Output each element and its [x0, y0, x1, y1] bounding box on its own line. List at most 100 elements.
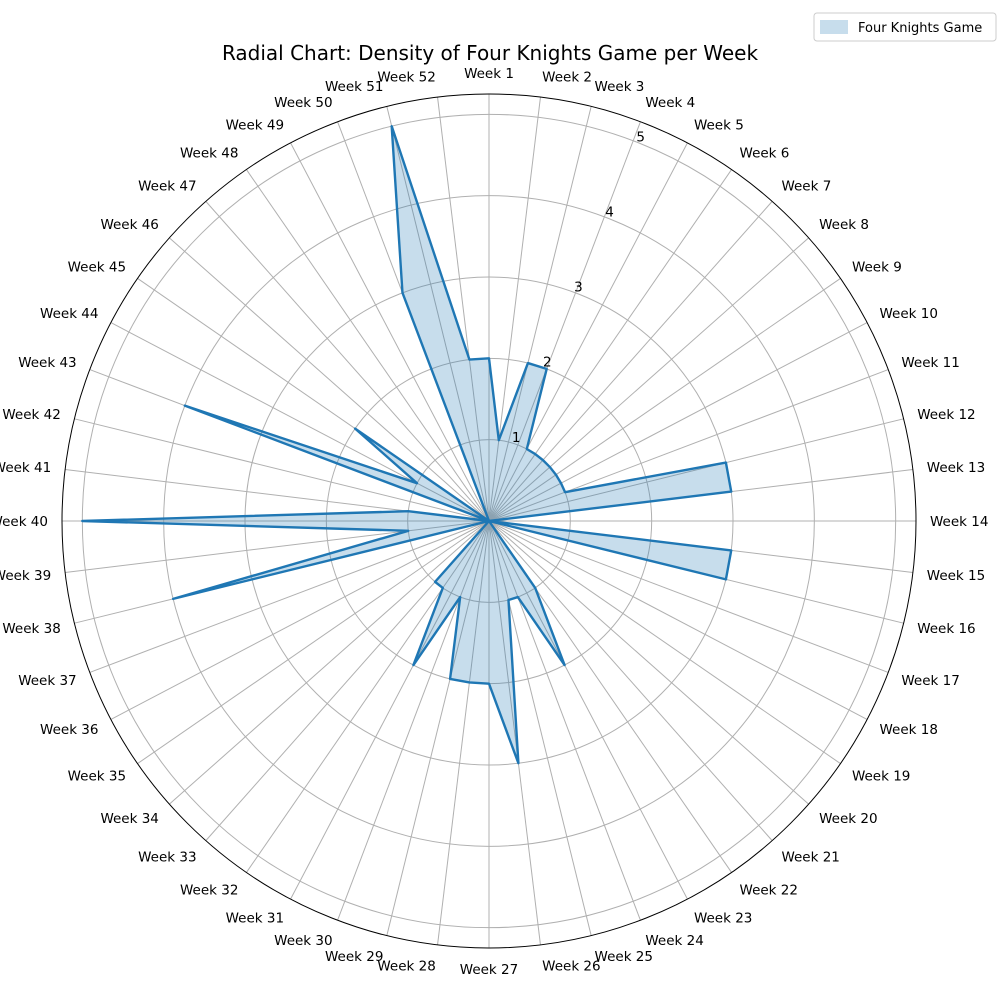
category-label-week-28: Week 28: [377, 959, 435, 975]
spoke-grid-line: [488, 520, 841, 764]
category-label-week-46: Week 46: [100, 217, 158, 233]
category-label-week-11: Week 11: [901, 355, 959, 371]
category-label-week-41: Week 41: [0, 460, 51, 476]
category-label-week-43: Week 43: [18, 355, 76, 371]
category-label-week-51: Week 51: [325, 79, 383, 95]
category-label-week-19: Week 19: [852, 768, 910, 784]
category-label-week-25: Week 25: [595, 949, 653, 965]
category-label-week-2: Week 2: [542, 69, 592, 85]
radial-tick-label: 5: [636, 129, 645, 145]
category-label-week-13: Week 13: [927, 460, 985, 476]
category-label-week-6: Week 6: [740, 145, 790, 161]
legend-swatch: [820, 20, 848, 34]
spoke-grid-line: [437, 97, 490, 522]
data-layer: [81, 124, 733, 765]
category-label-week-21: Week 21: [781, 849, 839, 865]
spoke-grid-line: [488, 520, 868, 720]
category-label-week-40: Week 40: [0, 514, 48, 530]
category-label-week-34: Week 34: [100, 811, 158, 827]
spoke-grid-line: [488, 520, 889, 673]
category-label-week-49: Week 49: [226, 117, 284, 133]
category-label-week-15: Week 15: [927, 568, 985, 584]
spoke-grid-line: [386, 520, 490, 936]
category-label-week-8: Week 8: [819, 217, 869, 233]
radial-tick-label: 4: [605, 204, 614, 220]
category-label-week-33: Week 33: [138, 849, 196, 865]
spoke-grid-line: [386, 106, 490, 522]
category-label-week-24: Week 24: [645, 933, 703, 949]
category-label-week-42: Week 42: [2, 407, 60, 423]
spoke-grid-line: [89, 520, 490, 673]
spoke-grid-line: [488, 97, 541, 522]
spoke-grid-line: [246, 520, 490, 873]
spoke-grid-line: [488, 278, 841, 522]
category-label-week-14: Week 14: [930, 514, 988, 530]
spoke-grid-line: [337, 520, 490, 921]
category-label-week-9: Week 9: [852, 260, 902, 276]
legend-frame: [813, 12, 997, 42]
category-label-week-32: Week 32: [180, 883, 238, 899]
category-label-week-48: Week 48: [180, 145, 238, 161]
category-label-week-47: Week 47: [138, 179, 196, 195]
spoke-grid-line: [110, 322, 490, 522]
spoke-grid-line: [65, 520, 490, 573]
spoke-grid-line: [488, 369, 889, 522]
spoke-grid-line: [290, 142, 490, 522]
category-label-week-20: Week 20: [819, 811, 877, 827]
spoke-grid-line: [137, 520, 490, 764]
category-label-week-50: Week 50: [274, 95, 332, 111]
series-fill-area: [82, 126, 732, 764]
category-label-week-7: Week 7: [781, 179, 831, 195]
category-label-week-45: Week 45: [68, 260, 126, 276]
category-label-week-22: Week 22: [740, 883, 798, 899]
spoke-grid-line: [488, 142, 688, 522]
legend: Four Knights Game: [813, 12, 997, 42]
category-label-week-35: Week 35: [68, 768, 126, 784]
radial-tick-label: 1: [512, 430, 521, 446]
radial-tick-label: 3: [574, 280, 583, 296]
spoke-grid-line: [488, 201, 773, 522]
category-label-week-17: Week 17: [901, 673, 959, 689]
spoke-grid-line: [488, 237, 809, 522]
category-label-week-36: Week 36: [40, 722, 98, 738]
category-label-week-37: Week 37: [18, 673, 76, 689]
category-label-week-18: Week 18: [879, 722, 937, 738]
spoke-grid-line: [437, 520, 490, 945]
category-label-week-31: Week 31: [226, 911, 284, 927]
spoke-grid-line: [290, 520, 490, 900]
spoke-grid-line: [110, 520, 490, 720]
spoke-grid-line: [488, 520, 809, 805]
outer-spine: [61, 93, 917, 949]
spoke-grid-line: [74, 418, 490, 522]
ring-grid-line: [244, 276, 734, 766]
ring-grid-line: [163, 195, 815, 847]
category-label-week-16: Week 16: [917, 621, 975, 637]
category-label-week-26: Week 26: [542, 959, 600, 975]
category-label-week-1: Week 1: [464, 66, 514, 82]
spoke-grid-line: [488, 520, 641, 921]
spoke-grid-line: [488, 520, 688, 900]
spoke-grid-line: [488, 418, 904, 522]
spoke-grid-line: [488, 520, 773, 841]
spoke-grid-line: [488, 520, 592, 936]
category-label-week-27: Week 27: [460, 962, 518, 978]
spoke-grid-line: [169, 237, 490, 522]
category-label-week-12: Week 12: [917, 407, 975, 423]
category-label-week-52: Week 52: [377, 69, 435, 85]
category-label-week-10: Week 10: [879, 306, 937, 322]
spoke-grid-line: [246, 169, 490, 522]
legend-label: Four Knights Game: [858, 21, 982, 36]
spoke-grid-line: [205, 201, 490, 522]
category-label-week-44: Week 44: [40, 306, 98, 322]
spoke-grid-line: [488, 520, 541, 945]
category-label-week-38: Week 38: [2, 621, 60, 637]
spoke-grid-line: [488, 121, 641, 522]
category-label-week-39: Week 39: [0, 568, 51, 584]
radial-tick-label: 2: [543, 355, 552, 371]
category-label-week-3: Week 3: [595, 79, 645, 95]
ring-grid-line: [407, 439, 571, 603]
spoke-grid-line: [488, 322, 868, 522]
